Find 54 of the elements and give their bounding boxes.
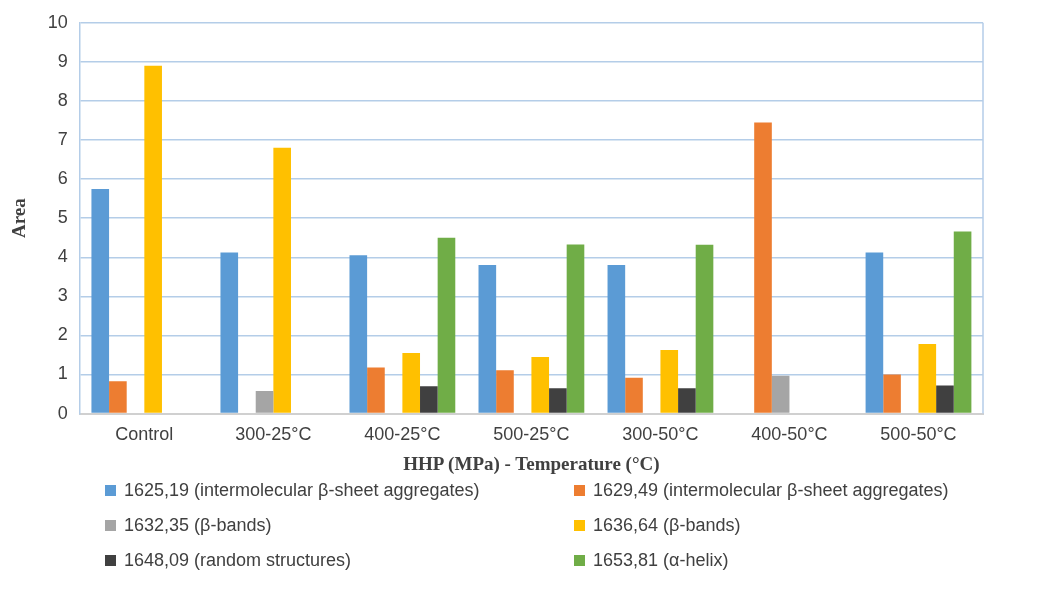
x-tick-label: 400-25°C bbox=[364, 424, 441, 445]
bar bbox=[255, 390, 274, 413]
bar bbox=[625, 377, 643, 413]
y-tick-label: 0 bbox=[57, 402, 68, 423]
x-tick-label: 300-25°C bbox=[235, 424, 312, 445]
bar bbox=[144, 65, 162, 413]
bar bbox=[273, 147, 291, 413]
bar bbox=[496, 370, 514, 413]
bar bbox=[402, 353, 421, 413]
x-tick-label: 500-25°C bbox=[493, 424, 570, 445]
bar bbox=[936, 385, 954, 413]
x-axis-title: HHP (MPa) - Temperature (°C) bbox=[403, 452, 660, 475]
bar bbox=[478, 265, 497, 413]
y-tick-label: 2 bbox=[57, 324, 68, 345]
x-tick-label: Control bbox=[115, 424, 174, 445]
y-tick-label: 1 bbox=[57, 363, 68, 384]
bar bbox=[349, 255, 368, 413]
bar bbox=[883, 374, 901, 413]
bar bbox=[367, 367, 385, 413]
y-tick-label: 8 bbox=[57, 89, 68, 110]
legend-label: 1636,64 (β-bands) bbox=[593, 515, 741, 536]
x-tick-label: 400-50°C bbox=[751, 424, 828, 445]
bar bbox=[91, 188, 110, 413]
legend-label: 1629,49 (intermolecular β-sheet aggregates) bbox=[593, 480, 949, 501]
x-tick-label: 500-50°C bbox=[880, 424, 957, 445]
bar bbox=[549, 388, 567, 413]
bar bbox=[109, 381, 127, 413]
y-tick-label: 4 bbox=[57, 246, 68, 267]
legend-label: 1653,81 (α-helix) bbox=[593, 550, 729, 571]
bar bbox=[953, 231, 972, 413]
legend-label: 1632,35 (β-bands) bbox=[124, 515, 272, 536]
bar bbox=[607, 265, 626, 413]
bar bbox=[678, 388, 696, 413]
bar bbox=[754, 122, 772, 413]
bar bbox=[531, 356, 550, 413]
legend-label: 1648,09 (random structures) bbox=[124, 550, 352, 571]
bar bbox=[420, 386, 438, 413]
y-tick-label: 3 bbox=[57, 285, 68, 306]
bar bbox=[437, 237, 456, 413]
y-tick-label: 6 bbox=[57, 168, 68, 189]
bar bbox=[660, 349, 679, 413]
bar bbox=[566, 244, 585, 413]
bar bbox=[865, 252, 884, 413]
y-axis-title: Area bbox=[8, 197, 30, 239]
bar bbox=[771, 375, 790, 413]
legend-label: 1625,19 (intermolecular β-sheet aggregates) bbox=[124, 480, 480, 501]
y-tick-label: 5 bbox=[57, 207, 68, 228]
y-tick-label: 10 bbox=[47, 11, 68, 32]
bar bbox=[695, 244, 714, 413]
x-tick-label: 300-50°C bbox=[622, 424, 699, 445]
y-tick-label: 9 bbox=[57, 50, 68, 71]
bar bbox=[918, 344, 937, 413]
y-tick-label: 7 bbox=[57, 129, 68, 150]
bar bbox=[220, 252, 239, 413]
